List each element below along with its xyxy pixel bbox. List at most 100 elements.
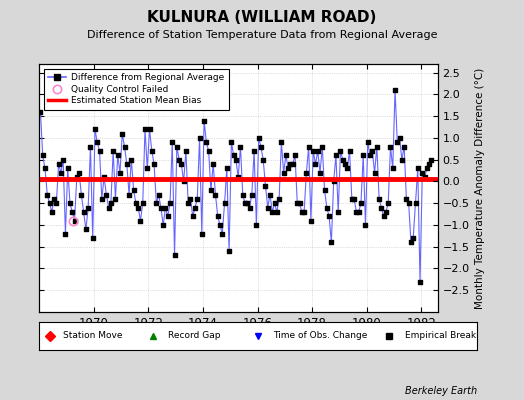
Point [127, 156, 136, 163]
Point [373, 144, 381, 150]
Point [382, 209, 390, 215]
Point [370, 170, 379, 176]
Point [209, 161, 217, 167]
Point [405, 200, 413, 206]
Point [282, 152, 290, 158]
Point [298, 209, 306, 215]
Point [63, 165, 72, 172]
Point [325, 213, 333, 220]
Point [97, 196, 106, 202]
Point [259, 156, 267, 163]
Point [59, 156, 68, 163]
Point [107, 200, 115, 206]
Point [266, 191, 274, 198]
Point [121, 144, 129, 150]
Point [243, 200, 252, 206]
Point [100, 174, 108, 180]
Point [111, 196, 119, 202]
Point [166, 200, 174, 206]
Point [352, 209, 361, 215]
Point [293, 200, 301, 206]
Point [307, 218, 315, 224]
Point [195, 135, 204, 141]
Point [136, 218, 145, 224]
Point [223, 165, 231, 172]
Point [91, 126, 99, 132]
Point [316, 170, 324, 176]
Point [95, 148, 104, 154]
Point [54, 161, 63, 167]
Point [198, 230, 206, 237]
Point [75, 170, 83, 176]
Point [211, 191, 220, 198]
Point [368, 148, 376, 154]
Point [238, 191, 247, 198]
Point [323, 204, 331, 211]
Point [104, 204, 113, 211]
Point [250, 148, 258, 154]
Point [157, 204, 165, 211]
Point [302, 170, 311, 176]
Point [86, 144, 95, 150]
Point [357, 200, 365, 206]
Point [402, 196, 411, 202]
Point [407, 239, 415, 246]
Point [172, 144, 181, 150]
Point [313, 148, 322, 154]
Point [129, 187, 138, 193]
Point [345, 148, 354, 154]
Point [241, 200, 249, 206]
Point [163, 213, 172, 220]
Point [134, 204, 143, 211]
Point [286, 161, 294, 167]
Point [143, 165, 151, 172]
Point [118, 130, 126, 137]
Point [425, 161, 433, 167]
Point [48, 209, 56, 215]
Point [202, 139, 211, 146]
Point [230, 152, 238, 158]
Point [66, 200, 74, 206]
Point [204, 148, 213, 154]
Point [43, 191, 51, 198]
Point [411, 200, 420, 206]
Point [336, 148, 345, 154]
Point [320, 187, 329, 193]
Point [89, 235, 97, 241]
Point [279, 170, 288, 176]
Point [245, 204, 254, 211]
Point [175, 156, 183, 163]
Point [186, 196, 194, 202]
Point [52, 200, 61, 206]
Point [93, 139, 102, 146]
Point [296, 200, 304, 206]
Point [145, 126, 154, 132]
Point [284, 165, 292, 172]
Point [161, 204, 170, 211]
Point [268, 209, 277, 215]
Point [398, 156, 406, 163]
Point [236, 144, 245, 150]
Point [125, 191, 133, 198]
Point [232, 156, 240, 163]
Point [257, 144, 265, 150]
Point [193, 196, 202, 202]
Point [423, 165, 431, 172]
Point [309, 148, 318, 154]
Point [73, 174, 81, 180]
Point [155, 191, 163, 198]
Point [311, 161, 320, 167]
Point [152, 200, 160, 206]
Text: Difference of Station Temperature Data from Regional Average: Difference of Station Temperature Data f… [87, 30, 437, 40]
Legend: Difference from Regional Average, Quality Control Failed, Estimated Station Mean: Difference from Regional Average, Qualit… [44, 68, 228, 110]
Point [386, 144, 395, 150]
Point [77, 191, 85, 198]
Point [68, 209, 77, 215]
Point [109, 148, 117, 154]
Point [218, 230, 226, 237]
Point [275, 196, 283, 202]
Point [264, 204, 272, 211]
Point [46, 200, 54, 206]
Point [141, 126, 149, 132]
Point [400, 144, 408, 150]
